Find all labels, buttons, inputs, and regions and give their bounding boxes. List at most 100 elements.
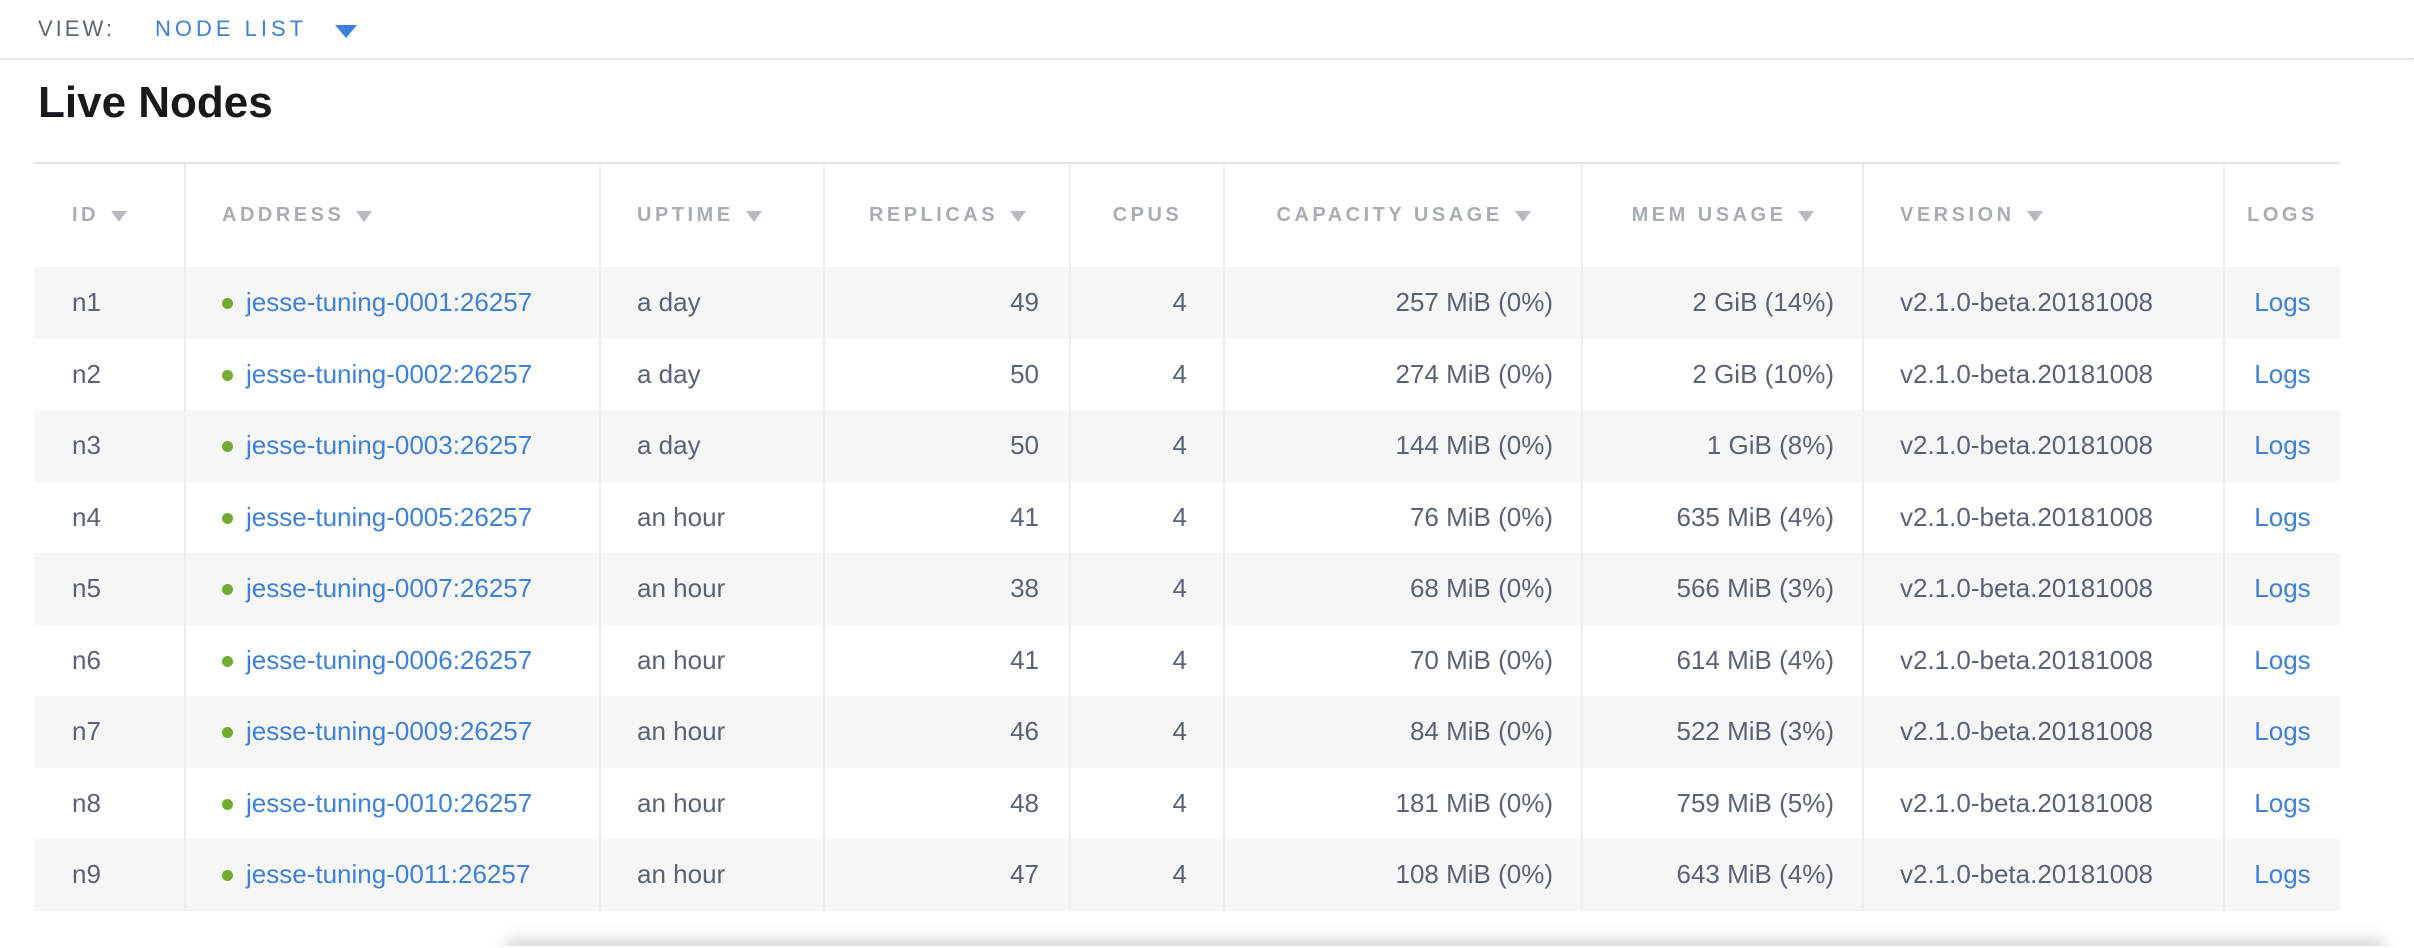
live-status-dot (222, 512, 233, 524)
table-row: n5 jesse-tuning-0007:26257 an hour 38 4 68 Mi… (34, 553, 2340, 625)
column-header-mem[interactable]: MEM USAGE (1582, 164, 1864, 267)
cell-address: jesse-tuning-0002:26257 (185, 338, 601, 410)
column-header-id[interactable]: ID (34, 164, 186, 267)
logs-link[interactable]: Logs (2254, 287, 2311, 318)
logs-link[interactable]: Logs (2254, 787, 2311, 818)
cell-version: v2.1.0-beta.20181008 (1863, 553, 2225, 625)
cell-id: n5 (34, 553, 186, 625)
cell-replicas: 41 (824, 624, 1071, 696)
logs-link[interactable]: Logs (2254, 430, 2311, 461)
column-label: ADDRESS (222, 204, 345, 226)
cell-logs: Logs (2224, 839, 2340, 911)
table-row: n4 jesse-tuning-0005:26257 an hour 41 4 76 Mi… (34, 481, 2340, 554)
cell-cpus: 4 (1070, 481, 1225, 553)
cell-uptime: a day (600, 410, 825, 482)
node-address-link[interactable]: jesse-tuning-0006:26257 (246, 644, 533, 675)
cell-version: v2.1.0-beta.20181008 (1863, 696, 2225, 768)
cell-capacity: 257 MiB (0%) (1224, 267, 1583, 339)
live-status-dot (222, 870, 233, 882)
cell-logs: Logs (2224, 625, 2340, 697)
logs-link[interactable]: Logs (2254, 644, 2311, 675)
cell-address: jesse-tuning-0003:26257 (185, 410, 601, 482)
cell-capacity: 70 MiB (0%) (1224, 624, 1583, 696)
live-nodes-table: ID ADDRESS UPTIME REPLICAS CPUS CAPACITY USAG… (34, 164, 2340, 911)
cell-cpus: 4 (1070, 767, 1225, 839)
cell-replicas: 38 (824, 553, 1071, 625)
cell-replicas: 50 (824, 410, 1071, 482)
cell-address: jesse-tuning-0005:26257 (185, 481, 601, 553)
cell-logs: Logs (2224, 696, 2340, 768)
live-status-dot (222, 369, 233, 381)
cell-capacity: 181 MiB (0%) (1224, 767, 1583, 839)
logs-link[interactable]: Logs (2254, 573, 2311, 604)
cell-replicas: 48 (824, 767, 1071, 839)
cell-logs: Logs (2224, 553, 2340, 625)
cell-mem: 522 MiB (3%) (1582, 696, 1864, 768)
cell-logs: Logs (2224, 267, 2340, 339)
column-header-uptime[interactable]: UPTIME (600, 164, 825, 267)
sort-desc-icon (356, 211, 373, 222)
column-header-replicas[interactable]: REPLICAS (824, 164, 1071, 267)
sort-desc-icon (745, 211, 762, 222)
node-address-link[interactable]: jesse-tuning-0010:26257 (246, 787, 533, 818)
cell-id: n7 (34, 696, 186, 768)
node-address-link[interactable]: jesse-tuning-0003:26257 (246, 430, 533, 461)
column-label: LOGS (2247, 204, 2318, 226)
table-row: n8 jesse-tuning-0010:26257 an hour 48 4 181 M… (34, 767, 2340, 840)
cell-uptime: a day (600, 267, 825, 339)
cell-capacity: 108 MiB (0%) (1224, 839, 1583, 911)
cell-cpus: 4 (1070, 267, 1225, 339)
view-selector-dropdown[interactable]: NODE LIST (155, 16, 358, 42)
column-header-logs: LOGS (2224, 164, 2340, 267)
table-row: n9 jesse-tuning-0011:26257 an hour 47 4 108 M… (34, 839, 2340, 911)
cell-address: jesse-tuning-0010:26257 (185, 767, 601, 839)
cell-address: jesse-tuning-0011:26257 (185, 839, 601, 911)
cell-logs: Logs (2224, 482, 2340, 554)
cell-mem: 635 MiB (4%) (1582, 481, 1864, 553)
cell-uptime: an hour (600, 553, 825, 625)
cell-cpus: 4 (1070, 410, 1225, 482)
node-address-link[interactable]: jesse-tuning-0007:26257 (246, 573, 533, 604)
sort-desc-icon (2026, 211, 2043, 222)
column-header-capacity[interactable]: CAPACITY USAGE (1224, 164, 1583, 267)
live-status-dot (222, 441, 233, 453)
cell-capacity: 84 MiB (0%) (1224, 696, 1583, 768)
cell-id: n4 (34, 481, 186, 553)
table-row: n3 jesse-tuning-0003:26257 a day 50 4 144 MiB… (34, 410, 2340, 482)
view-bar: VIEW: NODE LIST (0, 0, 2414, 60)
cell-uptime: an hour (600, 839, 825, 911)
cell-mem: 1 GiB (8%) (1582, 410, 1864, 482)
logs-link[interactable]: Logs (2254, 358, 2311, 389)
cell-version: v2.1.0-beta.20181008 (1863, 767, 2225, 839)
cell-uptime: an hour (600, 624, 825, 696)
cell-cpus: 4 (1070, 839, 1225, 911)
live-nodes-table-container: ID ADDRESS UPTIME REPLICAS CPUS CAPACITY USAG… (34, 162, 2340, 911)
cell-id: n1 (34, 267, 186, 339)
column-header-cpus: CPUS (1070, 164, 1225, 267)
logs-link[interactable]: Logs (2254, 859, 2311, 890)
column-header-address[interactable]: ADDRESS (185, 164, 601, 267)
logs-link[interactable]: Logs (2254, 716, 2311, 747)
table-row: n6 jesse-tuning-0006:26257 an hour 41 4 70 Mi… (34, 624, 2340, 697)
node-address-link[interactable]: jesse-tuning-0002:26257 (246, 358, 533, 389)
cell-cpus: 4 (1070, 553, 1225, 625)
cell-id: n8 (34, 767, 186, 839)
node-address-link[interactable]: jesse-tuning-0005:26257 (246, 501, 533, 532)
table-row: n7 jesse-tuning-0009:26257 an hour 46 4 84 Mi… (34, 696, 2340, 768)
cell-uptime: an hour (600, 696, 825, 768)
node-address-link[interactable]: jesse-tuning-0011:26257 (246, 859, 531, 890)
cell-logs: Logs (2224, 768, 2340, 840)
cell-id: n3 (34, 410, 186, 482)
logs-link[interactable]: Logs (2254, 501, 2311, 532)
node-address-link[interactable]: jesse-tuning-0009:26257 (246, 716, 533, 747)
live-status-dot (222, 798, 233, 810)
cell-mem: 2 GiB (14%) (1582, 267, 1864, 339)
cell-replicas: 47 (824, 839, 1071, 911)
cell-address: jesse-tuning-0007:26257 (185, 553, 601, 625)
column-header-version[interactable]: VERSION (1863, 164, 2225, 267)
cell-replicas: 46 (824, 696, 1071, 768)
live-status-dot (222, 655, 233, 667)
column-label: ID (72, 204, 99, 226)
node-address-link[interactable]: jesse-tuning-0001:26257 (246, 287, 533, 318)
cell-id: n9 (34, 839, 186, 911)
